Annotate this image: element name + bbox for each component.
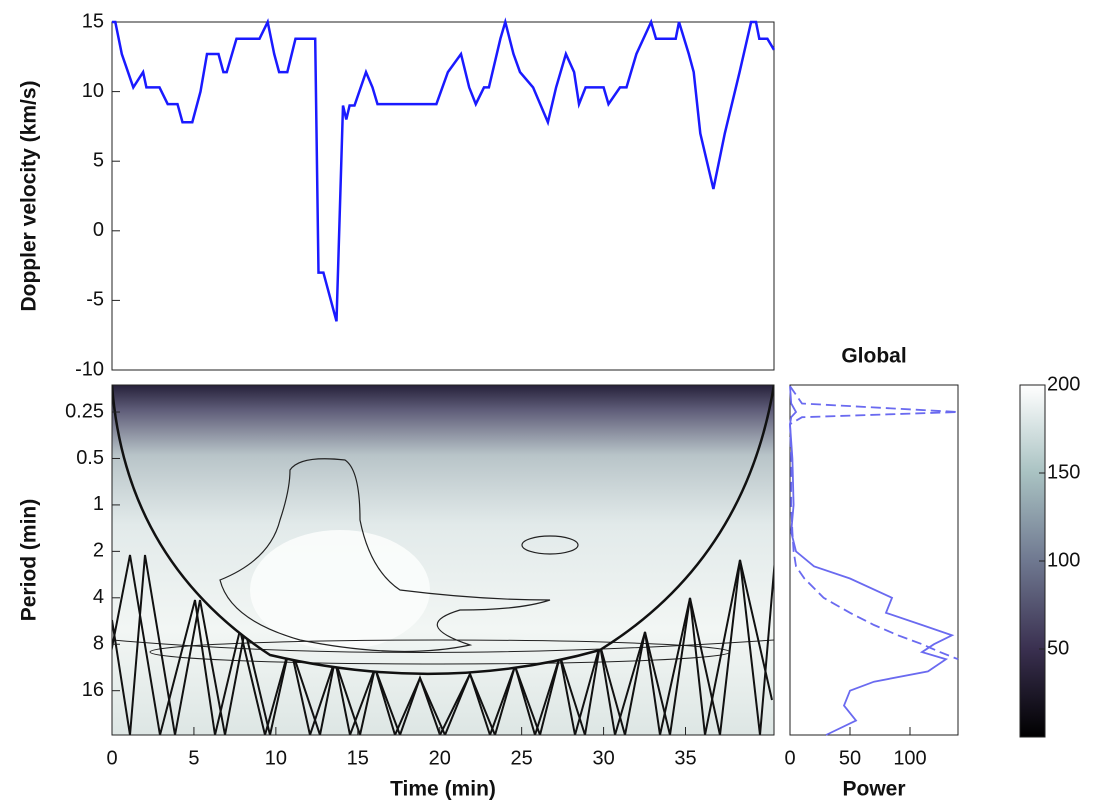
- colorbar-tick-label: 200: [1047, 373, 1080, 395]
- x-tick-label: 5: [188, 747, 199, 769]
- x-tick-label: 50: [839, 747, 861, 769]
- y-tick-label: 1: [93, 493, 104, 515]
- y-tick-label: 10: [82, 80, 104, 102]
- y-tick-label: 4: [93, 586, 104, 608]
- x-tick-label: 25: [511, 747, 533, 769]
- global-frame: [789, 384, 959, 736]
- y-tick-label: 0.5: [76, 447, 104, 469]
- y-tick-label: 0.25: [65, 400, 104, 422]
- x-tick-label: 35: [674, 747, 696, 769]
- y-tick-label: 2: [93, 540, 104, 562]
- global-line: [789, 386, 955, 736]
- y-axis-label: Period (min): [18, 499, 41, 622]
- colorbar-tick-label: 100: [1047, 549, 1080, 571]
- y-tick-label: 0: [93, 219, 104, 241]
- y-axis-label: Doppler velocity (km/s): [18, 80, 41, 311]
- y-tick-label: -10: [75, 358, 104, 380]
- x-tick-label: 20: [429, 747, 451, 769]
- x-tick-label: 30: [592, 747, 614, 769]
- y-tick-label: 16: [82, 679, 104, 701]
- y-tick-label: 15: [82, 10, 104, 32]
- wavelet-frame: [111, 384, 775, 736]
- x-tick-label: 0: [106, 747, 117, 769]
- x-axis-label: Time (min): [390, 778, 496, 801]
- x-tick-label: 15: [347, 747, 369, 769]
- x-tick-label: 10: [265, 747, 287, 769]
- y-tick-label: 5: [93, 149, 104, 171]
- colorbar-tick-label: 150: [1047, 461, 1080, 483]
- y-tick-label: 8: [93, 633, 104, 655]
- x-tick-label: 0: [784, 747, 795, 769]
- data-line: [112, 17, 776, 322]
- top-frame: [111, 21, 775, 371]
- panel-title: Global: [841, 345, 906, 368]
- x-axis-label: Power: [842, 778, 905, 801]
- y-tick-label: -5: [86, 289, 104, 311]
- global-line: [789, 385, 959, 661]
- wavelet-image: [112, 385, 774, 735]
- x-tick-label: 100: [893, 747, 926, 769]
- colorbar-tick-label: 50: [1047, 637, 1069, 659]
